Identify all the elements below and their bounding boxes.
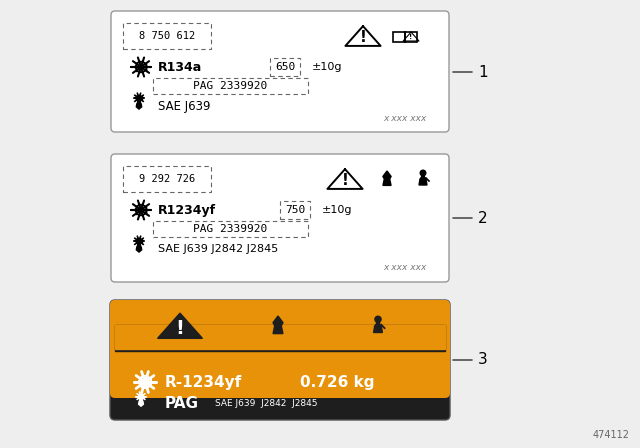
Text: PAG: PAG [165, 396, 199, 412]
Text: !: ! [410, 34, 413, 40]
Bar [115, 325, 445, 351]
Polygon shape [273, 316, 283, 334]
Polygon shape [383, 171, 391, 185]
Text: 2: 2 [478, 211, 488, 225]
Text: 474112: 474112 [593, 430, 630, 440]
Text: !: ! [175, 319, 184, 338]
Text: R134a: R134a [158, 60, 202, 73]
Text: x xxx xxx: x xxx xxx [383, 263, 427, 272]
Polygon shape [136, 246, 141, 252]
Bar [153, 78, 308, 94]
Text: 0.726 kg: 0.726 kg [300, 375, 374, 389]
Bar [270, 58, 300, 76]
Text: 1: 1 [478, 65, 488, 79]
Text: 3: 3 [478, 353, 488, 367]
Circle shape [420, 170, 426, 176]
Text: SAE J639 J2842 J2845: SAE J639 J2842 J2845 [158, 244, 278, 254]
FancyBboxPatch shape [111, 154, 449, 282]
Polygon shape [139, 400, 143, 406]
Text: 750: 750 [285, 205, 305, 215]
Text: 9 292 726: 9 292 726 [139, 174, 195, 184]
Text: R-1234yf: R-1234yf [165, 375, 243, 389]
Text: !: ! [360, 30, 367, 46]
Polygon shape [374, 322, 383, 332]
Text: PAG 2339920: PAG 2339920 [193, 81, 267, 91]
Text: 650: 650 [275, 62, 295, 72]
FancyBboxPatch shape [111, 11, 449, 132]
Bar [123, 166, 211, 192]
Bar [123, 23, 211, 49]
Bar [153, 221, 308, 237]
Polygon shape [157, 313, 202, 338]
Text: R1234yf: R1234yf [158, 203, 216, 216]
Polygon shape [136, 102, 141, 109]
Bar [280, 201, 310, 219]
FancyBboxPatch shape [110, 300, 450, 398]
Text: ±10g: ±10g [322, 205, 353, 215]
Text: SAE J639: SAE J639 [158, 99, 211, 112]
Polygon shape [419, 176, 427, 185]
Bar [115, 325, 445, 349]
Text: SAE J639  J2842  J2845: SAE J639 J2842 J2845 [215, 400, 317, 409]
Text: ±10g: ±10g [312, 62, 342, 72]
Circle shape [375, 316, 381, 323]
Text: 8 750 612: 8 750 612 [139, 31, 195, 41]
Text: x xxx xxx: x xxx xxx [383, 113, 427, 122]
Text: !: ! [342, 173, 348, 189]
Text: PAG 2339920: PAG 2339920 [193, 224, 267, 234]
FancyBboxPatch shape [110, 300, 450, 420]
